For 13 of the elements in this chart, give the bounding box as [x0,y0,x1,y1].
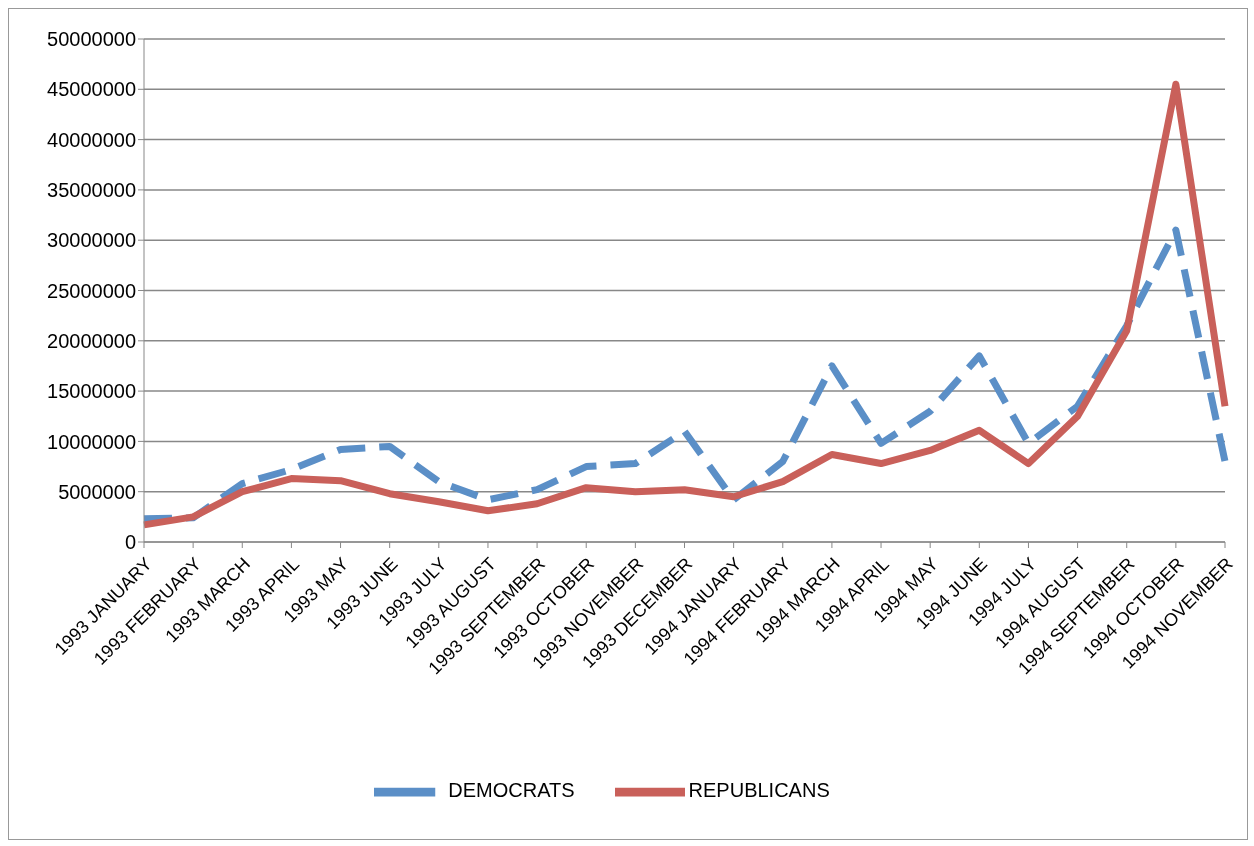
y-tick-label: 10000000 [47,430,136,453]
legend-label: DEMOCRATS [448,779,575,802]
y-tick-label: 15000000 [47,380,136,403]
legend-label: REPUBLICANS [688,779,830,802]
y-tick-label: 5000000 [58,480,136,503]
y-tick-label: 30000000 [47,229,136,252]
y-tick-label: 40000000 [47,128,136,151]
y-tick-label: 45000000 [47,78,136,101]
y-tick-label: 0 [124,531,136,554]
y-tick-label: 20000000 [47,329,136,352]
y-tick-label: 50000000 [47,28,136,51]
y-tick-label: 25000000 [47,279,136,302]
y-tick-label: 35000000 [47,179,136,201]
